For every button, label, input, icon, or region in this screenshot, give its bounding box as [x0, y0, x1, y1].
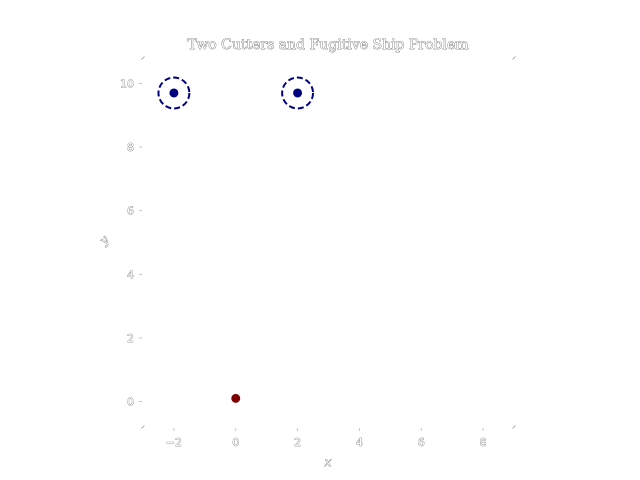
x-axis-label: x — [325, 455, 332, 469]
axes: −2 0 2 4 6 8 0 2 4 6 8 10 — [120, 56, 516, 449]
y-tick-label: 8 — [127, 141, 134, 154]
cutter-point — [169, 88, 179, 98]
x-tick-label: 4 — [356, 436, 363, 449]
x-tick-label: −2 — [166, 436, 182, 449]
y-tick-label: 2 — [127, 332, 134, 345]
plot-area — [157, 76, 315, 403]
axes-corner-mark — [512, 56, 516, 60]
axes-corner-mark — [141, 425, 145, 429]
fugitive-point — [231, 393, 241, 403]
y-tick-label: 6 — [127, 205, 134, 218]
cutter-point — [293, 88, 303, 98]
y-tick-label: 10 — [120, 77, 134, 90]
y-axis-label: y — [96, 232, 112, 248]
axes-corner-mark — [141, 56, 145, 60]
x-tick-label: 6 — [418, 436, 425, 449]
x-tick-label: 0 — [232, 436, 239, 449]
axes-corner-mark — [512, 425, 516, 429]
x-tick-label: 2 — [294, 436, 301, 449]
x-tick-label: 8 — [480, 436, 487, 449]
y-tick-label: 4 — [127, 268, 134, 281]
cutter-ring — [281, 76, 315, 110]
cutter-ring — [157, 76, 191, 110]
y-tick-label: 0 — [127, 396, 134, 409]
chart-title: Two Cutters and Fugitive Ship Problem — [187, 37, 468, 53]
